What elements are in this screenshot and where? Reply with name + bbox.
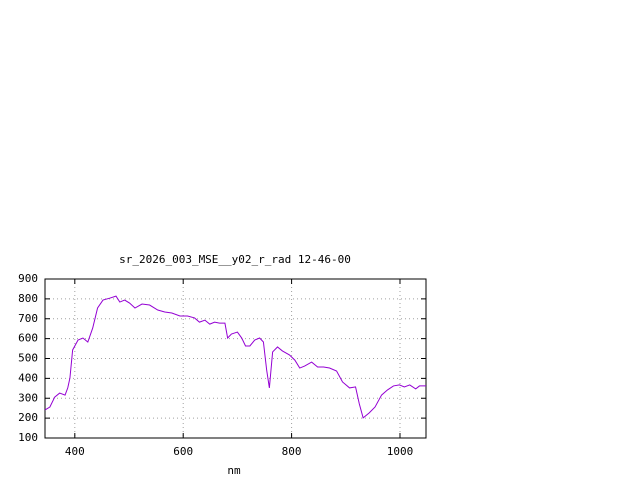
y-tick-label: 300 — [18, 391, 38, 404]
y-tick-label: 600 — [18, 332, 38, 345]
y-tick-label: 900 — [18, 272, 38, 285]
x-axis-label: nm — [227, 464, 241, 477]
y-tick-label: 700 — [18, 312, 38, 325]
y-tick-label: 500 — [18, 352, 38, 365]
x-tick-label: 1000 — [387, 445, 414, 458]
x-tick-label: 600 — [173, 445, 193, 458]
y-tick-label: 100 — [18, 431, 38, 444]
x-tick-label: 400 — [65, 445, 85, 458]
x-tick-label: 800 — [282, 445, 302, 458]
y-tick-label: 200 — [18, 411, 38, 424]
y-tick-label: 800 — [18, 292, 38, 305]
chart-title: sr_2026_003_MSE__y02_r_rad 12-46-00 — [119, 253, 351, 266]
data-line — [44, 295, 426, 419]
plot-frame — [44, 278, 427, 439]
y-tick-label: 400 — [18, 371, 38, 384]
